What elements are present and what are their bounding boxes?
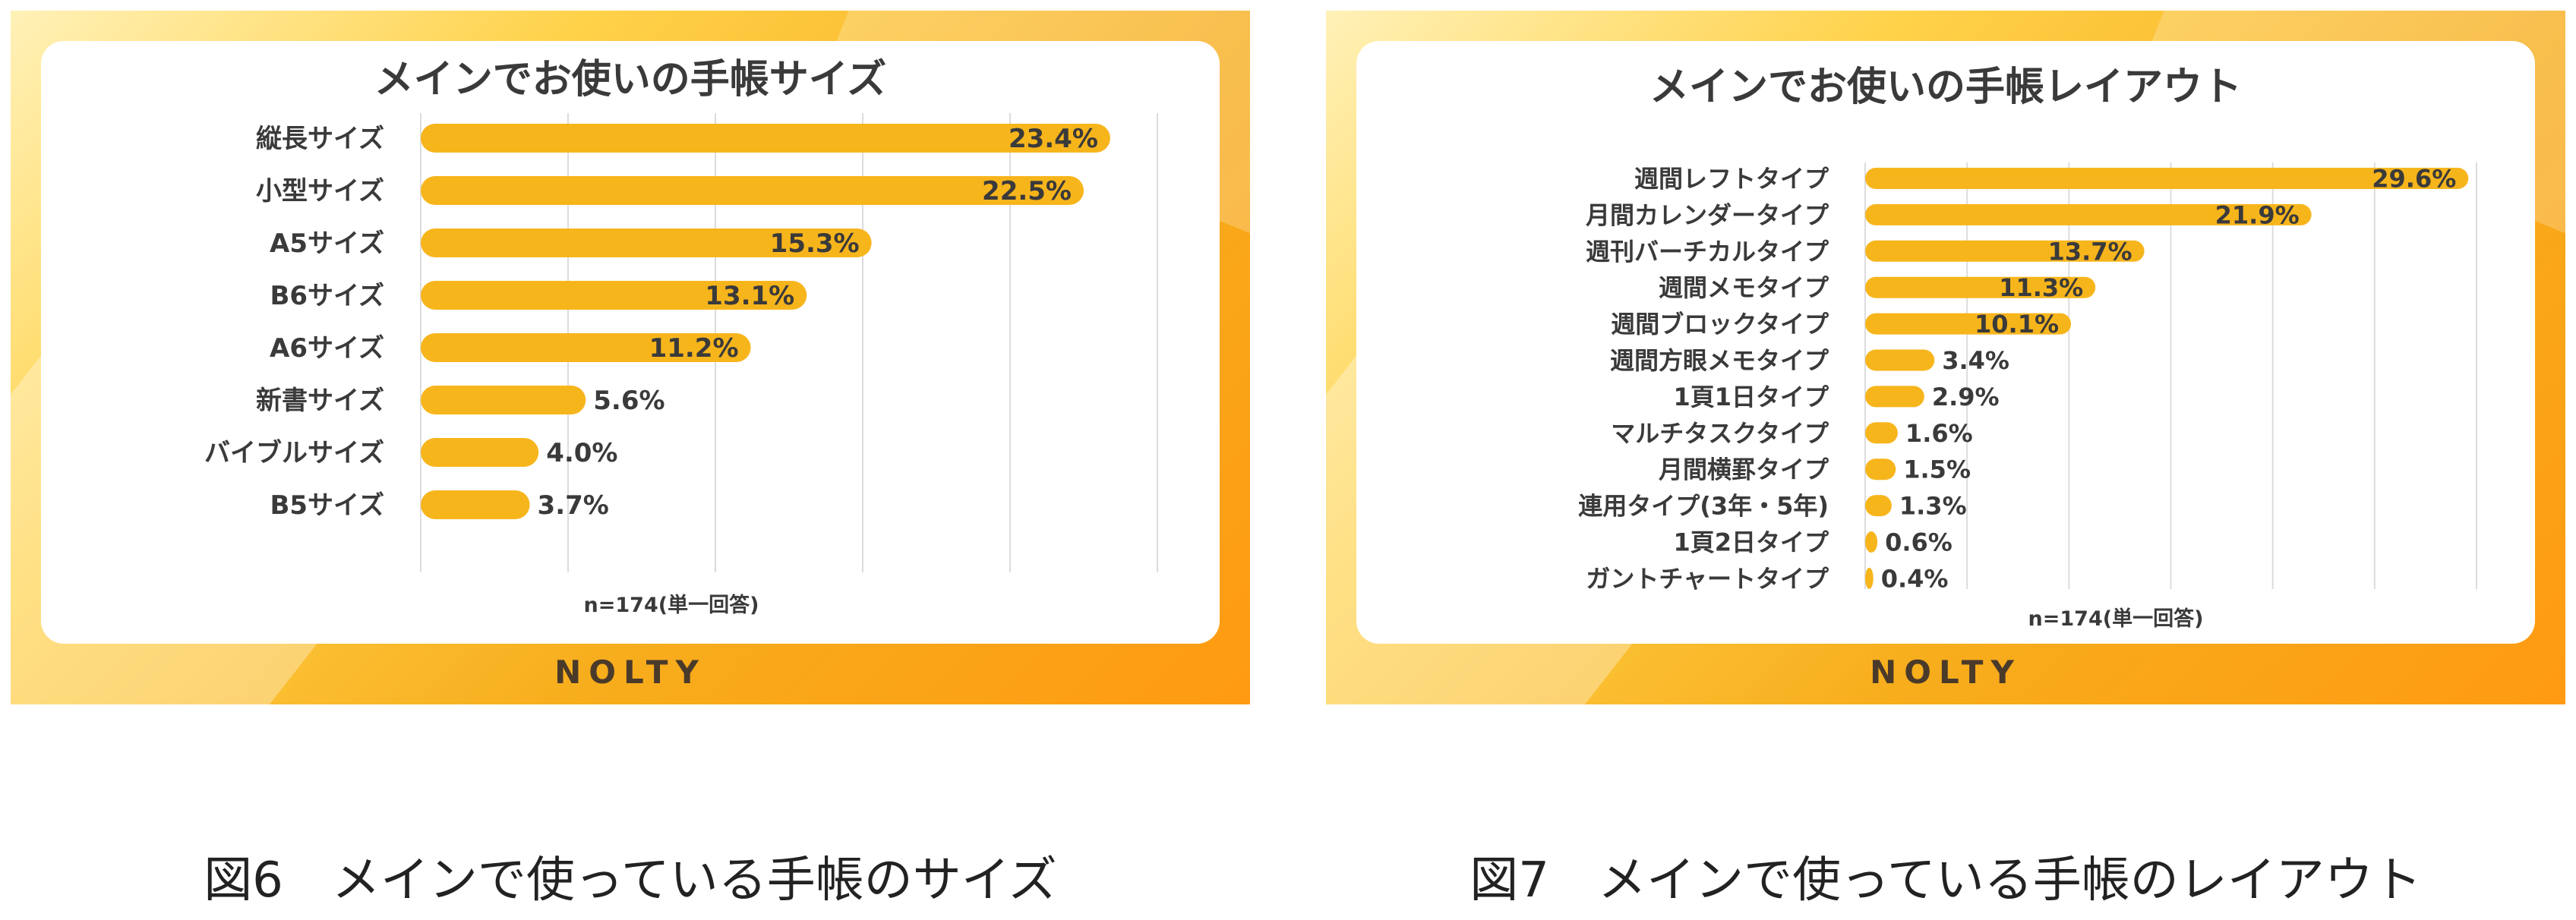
value-label: 3.7% — [538, 490, 609, 521]
figure-caption: 図7 メインで使っている手帳のレイアウト — [1470, 852, 2422, 909]
value-label: 2.9% — [1932, 383, 2000, 411]
sample-note: n=174(単一回答) — [584, 593, 759, 617]
category-label: 小型サイズ — [256, 176, 384, 206]
bar — [421, 281, 807, 310]
chart-panel-size: メインでお使いの手帳サイズ縦長サイズ 23.4% 小型サイズ 22.5% A5サイズ 15… — [11, 11, 1250, 704]
bar — [1865, 495, 1892, 517]
chart-panel-layout: メインでお使いの手帳レイアウト週間レフトタイプ 29.6% 月間カレンダータイプ 21… — [1326, 11, 2565, 704]
category-label: 1頁2日タイプ — [1673, 528, 1829, 557]
bar — [421, 124, 1110, 153]
figure-caption: 図6 メインで使っている手帳のサイズ — [204, 852, 1057, 909]
bar — [1865, 567, 1874, 589]
chart-card: メインでお使いの手帳サイズ縦長サイズ 23.4% 小型サイズ 22.5% A5サイズ 15… — [41, 41, 1220, 644]
value-label: 1.6% — [1905, 419, 1973, 448]
value-label: 11.2% — [649, 333, 739, 364]
nolty-logo: NOLTY — [1870, 654, 2022, 691]
category-label: マルチタスクタイプ — [1611, 419, 1829, 448]
category-label: B5サイズ — [270, 490, 384, 521]
chart-card: メインでお使いの手帳レイアウト週間レフトタイプ 29.6% 月間カレンダータイプ 21… — [1356, 41, 2535, 644]
nolty-logo: NOLTY — [554, 654, 706, 691]
category-label: 新書サイズ — [256, 386, 384, 416]
category-label: 週間メモタイプ — [1659, 273, 1829, 302]
category-label: 月間横罫タイプ — [1659, 455, 1829, 484]
value-label: 21.9% — [2215, 200, 2300, 229]
category-label: 月間カレンダータイプ — [1586, 200, 1829, 229]
bar — [1865, 240, 2145, 262]
category-label: 連用タイプ(3年・5年) — [1578, 492, 1829, 521]
category-label: B6サイズ — [270, 281, 384, 311]
category-label: 週刊バーチカルタイプ — [1586, 237, 1829, 266]
bar — [1865, 349, 1935, 371]
bar — [421, 228, 872, 257]
value-label: 23.4% — [1009, 124, 1098, 154]
bar — [1865, 313, 2072, 335]
chart-title: メインでお使いの手帳レイアウト — [1649, 65, 2242, 110]
bar — [421, 176, 1084, 205]
bar — [421, 490, 530, 519]
value-label: 5.6% — [593, 386, 665, 416]
bar — [1865, 422, 1898, 444]
category-label: 週間ブロックタイプ — [1611, 310, 1829, 339]
category-label: ガントチャートタイプ — [1586, 564, 1829, 593]
value-label: 1.5% — [1903, 455, 1971, 484]
value-label: 22.5% — [982, 176, 1072, 206]
bar — [1865, 386, 1924, 408]
category-label: 1頁1日タイプ — [1673, 383, 1829, 411]
category-label: 週間方眼メモタイプ — [1610, 346, 1829, 375]
value-label: 0.6% — [1885, 528, 1953, 557]
value-label: 10.1% — [1975, 310, 2059, 339]
bar — [1865, 276, 2096, 298]
value-label: 11.3% — [1999, 273, 2083, 302]
category-label: A5サイズ — [270, 228, 384, 259]
bar — [421, 386, 586, 414]
value-label: 4.0% — [546, 438, 617, 468]
bar — [421, 333, 751, 362]
value-label: 29.6% — [2372, 165, 2456, 194]
bar — [421, 438, 539, 467]
bar — [1865, 203, 2312, 225]
category-label: 縦長サイズ — [256, 124, 384, 154]
category-label: 週間レフトタイプ — [1634, 165, 1829, 194]
chart-title: メインでお使いの手帳サイズ — [374, 57, 886, 102]
value-label: 1.3% — [1899, 492, 1967, 521]
bar — [1865, 168, 2469, 189]
value-label: 13.1% — [705, 281, 794, 311]
category-label: バイブルサイズ — [204, 438, 384, 468]
bar — [1865, 458, 1896, 480]
bar — [1865, 531, 1878, 553]
value-label: 13.7% — [2048, 237, 2132, 266]
category-label: A6サイズ — [270, 333, 384, 364]
value-label: 15.3% — [770, 228, 860, 259]
value-label: 3.4% — [1942, 346, 2009, 375]
value-label: 0.4% — [1881, 564, 1949, 593]
sample-note: n=174(単一回答) — [2028, 607, 2204, 631]
